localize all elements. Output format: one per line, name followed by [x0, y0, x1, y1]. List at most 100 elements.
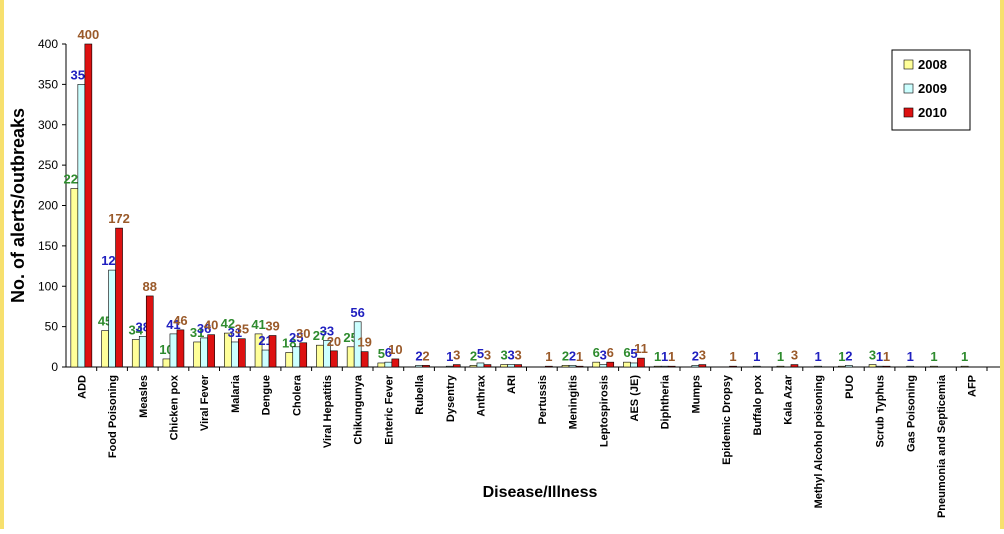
data-label-2010: 10	[388, 342, 402, 357]
bar-2008	[316, 344, 324, 368]
bar-2008	[193, 341, 201, 368]
bar-2008	[838, 365, 846, 368]
data-label-2008: 41	[251, 317, 265, 332]
data-label-2010: 20	[327, 334, 341, 349]
bar-2009	[169, 333, 178, 368]
data-label-2010: 3	[453, 348, 460, 363]
data-label-2009: 6	[385, 345, 392, 360]
data-label-2009: 36	[197, 321, 211, 336]
bar-2009	[630, 362, 638, 368]
data-label-2008: 3	[501, 348, 508, 363]
bar-2008	[623, 361, 631, 368]
bar-2009	[845, 365, 853, 368]
bar-2009	[200, 337, 208, 368]
legend-entry: 2010	[918, 105, 947, 120]
bar-2008	[101, 330, 109, 368]
bar-2008	[285, 352, 294, 368]
bar-2008	[868, 364, 877, 368]
bar-2010	[698, 364, 707, 368]
data-label-2010: 19	[357, 335, 371, 350]
data-label-2008: 6	[623, 345, 630, 360]
data-label-2009: 2	[845, 348, 852, 363]
x-tick-label: Methyl Alcohol poisoning	[813, 375, 825, 508]
data-label-2010: 1	[576, 349, 583, 364]
bar-2010	[882, 365, 891, 368]
bar-2009	[660, 365, 669, 368]
x-axis-label: Disease/Illness	[483, 484, 598, 501]
bar-2009	[138, 336, 147, 368]
bar-2009	[599, 364, 608, 368]
data-label-2009: 3	[508, 348, 515, 363]
data-label-2009: 31	[228, 325, 242, 340]
data-label-2010: 1	[545, 349, 552, 364]
data-label-2010: 3	[515, 348, 522, 363]
data-label-2008: 6	[593, 345, 600, 360]
data-label-2008: 42	[221, 316, 235, 331]
y-tick-label: 100	[38, 279, 58, 293]
data-label-2010: 40	[204, 318, 218, 333]
data-label-2008: 1	[961, 349, 968, 364]
x-tick-label: Viral Hepatitis	[322, 375, 334, 448]
bar-2010	[606, 361, 615, 368]
bar-2009	[507, 364, 515, 368]
bar-2009	[568, 365, 577, 368]
right-border-bar	[1000, 0, 1004, 529]
bar-2010	[452, 364, 461, 368]
data-label-2008: 1	[654, 349, 661, 364]
legend-entry: 2008	[918, 57, 947, 72]
bar-2010	[483, 364, 492, 368]
bar-2009	[476, 362, 485, 368]
data-label-2009: 3	[600, 348, 607, 363]
x-tick-label: Rubella	[414, 374, 426, 415]
bar-2008	[930, 365, 938, 368]
x-tick-label: Epidemic Dropsy	[721, 374, 733, 465]
y-axis-label: No. of alerts/outbreaks	[8, 108, 28, 303]
x-tick-label: Diphtheria	[660, 374, 672, 429]
bar-2010	[330, 350, 338, 368]
x-tick-label: PUO	[844, 375, 856, 399]
bar-2008	[377, 362, 386, 368]
bar-2008	[776, 365, 785, 368]
bar-2009	[752, 365, 761, 368]
x-tick-label: Leptospirosis	[598, 375, 610, 447]
x-tick-label: Mumps	[690, 375, 702, 414]
bar-2010	[637, 357, 645, 368]
y-tick-label: 150	[38, 239, 58, 253]
bar-2010	[391, 358, 400, 368]
bar-2008	[592, 361, 601, 368]
x-tick-label: Malaria	[230, 374, 242, 413]
data-label-2010: 88	[143, 279, 157, 294]
data-label-2010: 1	[668, 349, 675, 364]
data-label-2009: 1	[815, 349, 822, 364]
bar-2008	[960, 365, 969, 368]
x-tick-label: Cholera	[291, 374, 303, 416]
bar-2010	[729, 365, 737, 368]
bar-2009	[292, 346, 301, 368]
bar-2008	[500, 364, 508, 368]
data-label-2008: 27	[313, 328, 327, 343]
data-label-2010: 172	[108, 211, 130, 226]
data-label-2010: 11	[634, 341, 648, 356]
data-label-2009: 2	[692, 348, 699, 363]
bar-2010	[84, 43, 93, 368]
data-label-2008: 5	[378, 346, 385, 361]
bar-2010	[545, 365, 553, 368]
y-tick-label: 50	[45, 320, 59, 334]
data-label-2009: 5	[630, 346, 637, 361]
bar-2010	[360, 351, 369, 368]
bar-2009	[445, 365, 454, 368]
bar-2008	[561, 365, 570, 368]
x-tick-label: Gas Poisoning	[905, 375, 917, 452]
data-label-2008: 2	[562, 348, 569, 363]
data-label-2009: 1	[661, 349, 668, 364]
data-label-2009: 2	[569, 348, 576, 363]
bar-2009	[384, 361, 393, 368]
bar-2008	[70, 188, 79, 368]
bar-2009	[261, 349, 270, 368]
bar-2010	[145, 295, 154, 368]
data-label-2010: 6	[607, 345, 614, 360]
data-label-2008: 2	[470, 348, 477, 363]
bar-2010	[115, 227, 123, 368]
x-tick-label: Chicken pox	[168, 374, 180, 440]
